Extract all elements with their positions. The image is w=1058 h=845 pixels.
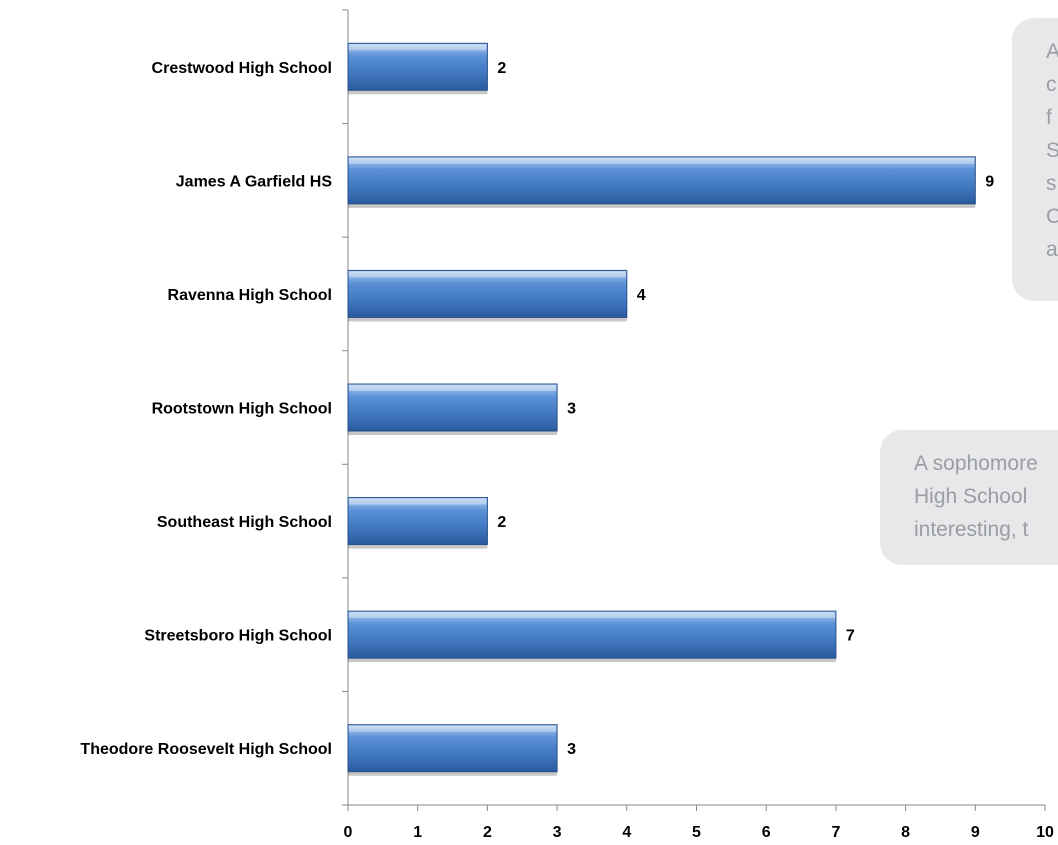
x-tick-label: 0 — [344, 824, 353, 841]
annotation-callout-2: A sophomore High School interesting, t — [880, 430, 1058, 565]
category-label: Theodore Roosevelt High School — [80, 741, 332, 758]
bar-highlight — [349, 385, 557, 391]
bar-group — [347, 269, 628, 322]
bar — [347, 42, 488, 91]
data-label: 2 — [497, 60, 506, 77]
data-label: 3 — [567, 741, 576, 758]
callout-line: A sophomore — [914, 452, 1038, 475]
x-tick-label: 9 — [971, 824, 980, 841]
x-tick-label: 6 — [762, 824, 771, 841]
bar — [347, 269, 628, 318]
bar-highlight — [349, 157, 975, 164]
category-label: James A Garfield HS — [176, 173, 333, 190]
bar-group — [347, 156, 976, 208]
x-tick-label: 3 — [553, 824, 562, 841]
bar-group — [347, 383, 558, 435]
bar-highlight — [349, 44, 487, 51]
callout-line: S — [1046, 139, 1058, 162]
bar-group — [347, 42, 488, 95]
category-label: Crestwood High School — [152, 60, 332, 77]
callout-line: High School — [914, 485, 1028, 508]
x-tick-label: 2 — [483, 824, 492, 841]
callout-line: C — [1046, 205, 1058, 228]
bar — [347, 156, 976, 205]
x-tick-label: 5 — [692, 824, 701, 841]
bar-group — [347, 497, 488, 549]
callout-line: interesting, t — [914, 518, 1029, 541]
bar — [347, 610, 837, 659]
data-label: 3 — [567, 401, 576, 418]
category-label: Ravenna High School — [168, 287, 332, 304]
data-label: 9 — [985, 173, 994, 190]
x-tick-label: 10 — [1036, 824, 1054, 841]
bar — [347, 724, 558, 773]
x-tick-label: 4 — [622, 824, 631, 841]
category-label: Streetsboro High School — [144, 628, 332, 645]
data-label: 4 — [637, 287, 646, 304]
data-label: 2 — [497, 514, 506, 531]
callout-line: a — [1046, 238, 1058, 261]
callout-line: f — [1046, 106, 1052, 129]
bar-highlight — [349, 612, 835, 619]
callout-line: c — [1046, 73, 1057, 96]
category-label: Southeast High School — [157, 514, 332, 531]
callout-line: A — [1046, 40, 1058, 63]
category-label: Rootstown High School — [152, 401, 332, 418]
data-label: 7 — [846, 628, 855, 645]
x-tick-label: 1 — [413, 824, 422, 841]
x-tick-label: 7 — [831, 824, 840, 841]
bar-highlight — [349, 725, 557, 732]
bar-group — [347, 724, 558, 776]
x-tick-label: 8 — [901, 824, 910, 841]
bar-highlight — [349, 498, 487, 505]
bar — [347, 497, 488, 546]
callout-line: s — [1046, 172, 1057, 195]
bar — [347, 383, 558, 432]
bar-highlight — [349, 271, 626, 278]
bar-group — [347, 610, 837, 663]
